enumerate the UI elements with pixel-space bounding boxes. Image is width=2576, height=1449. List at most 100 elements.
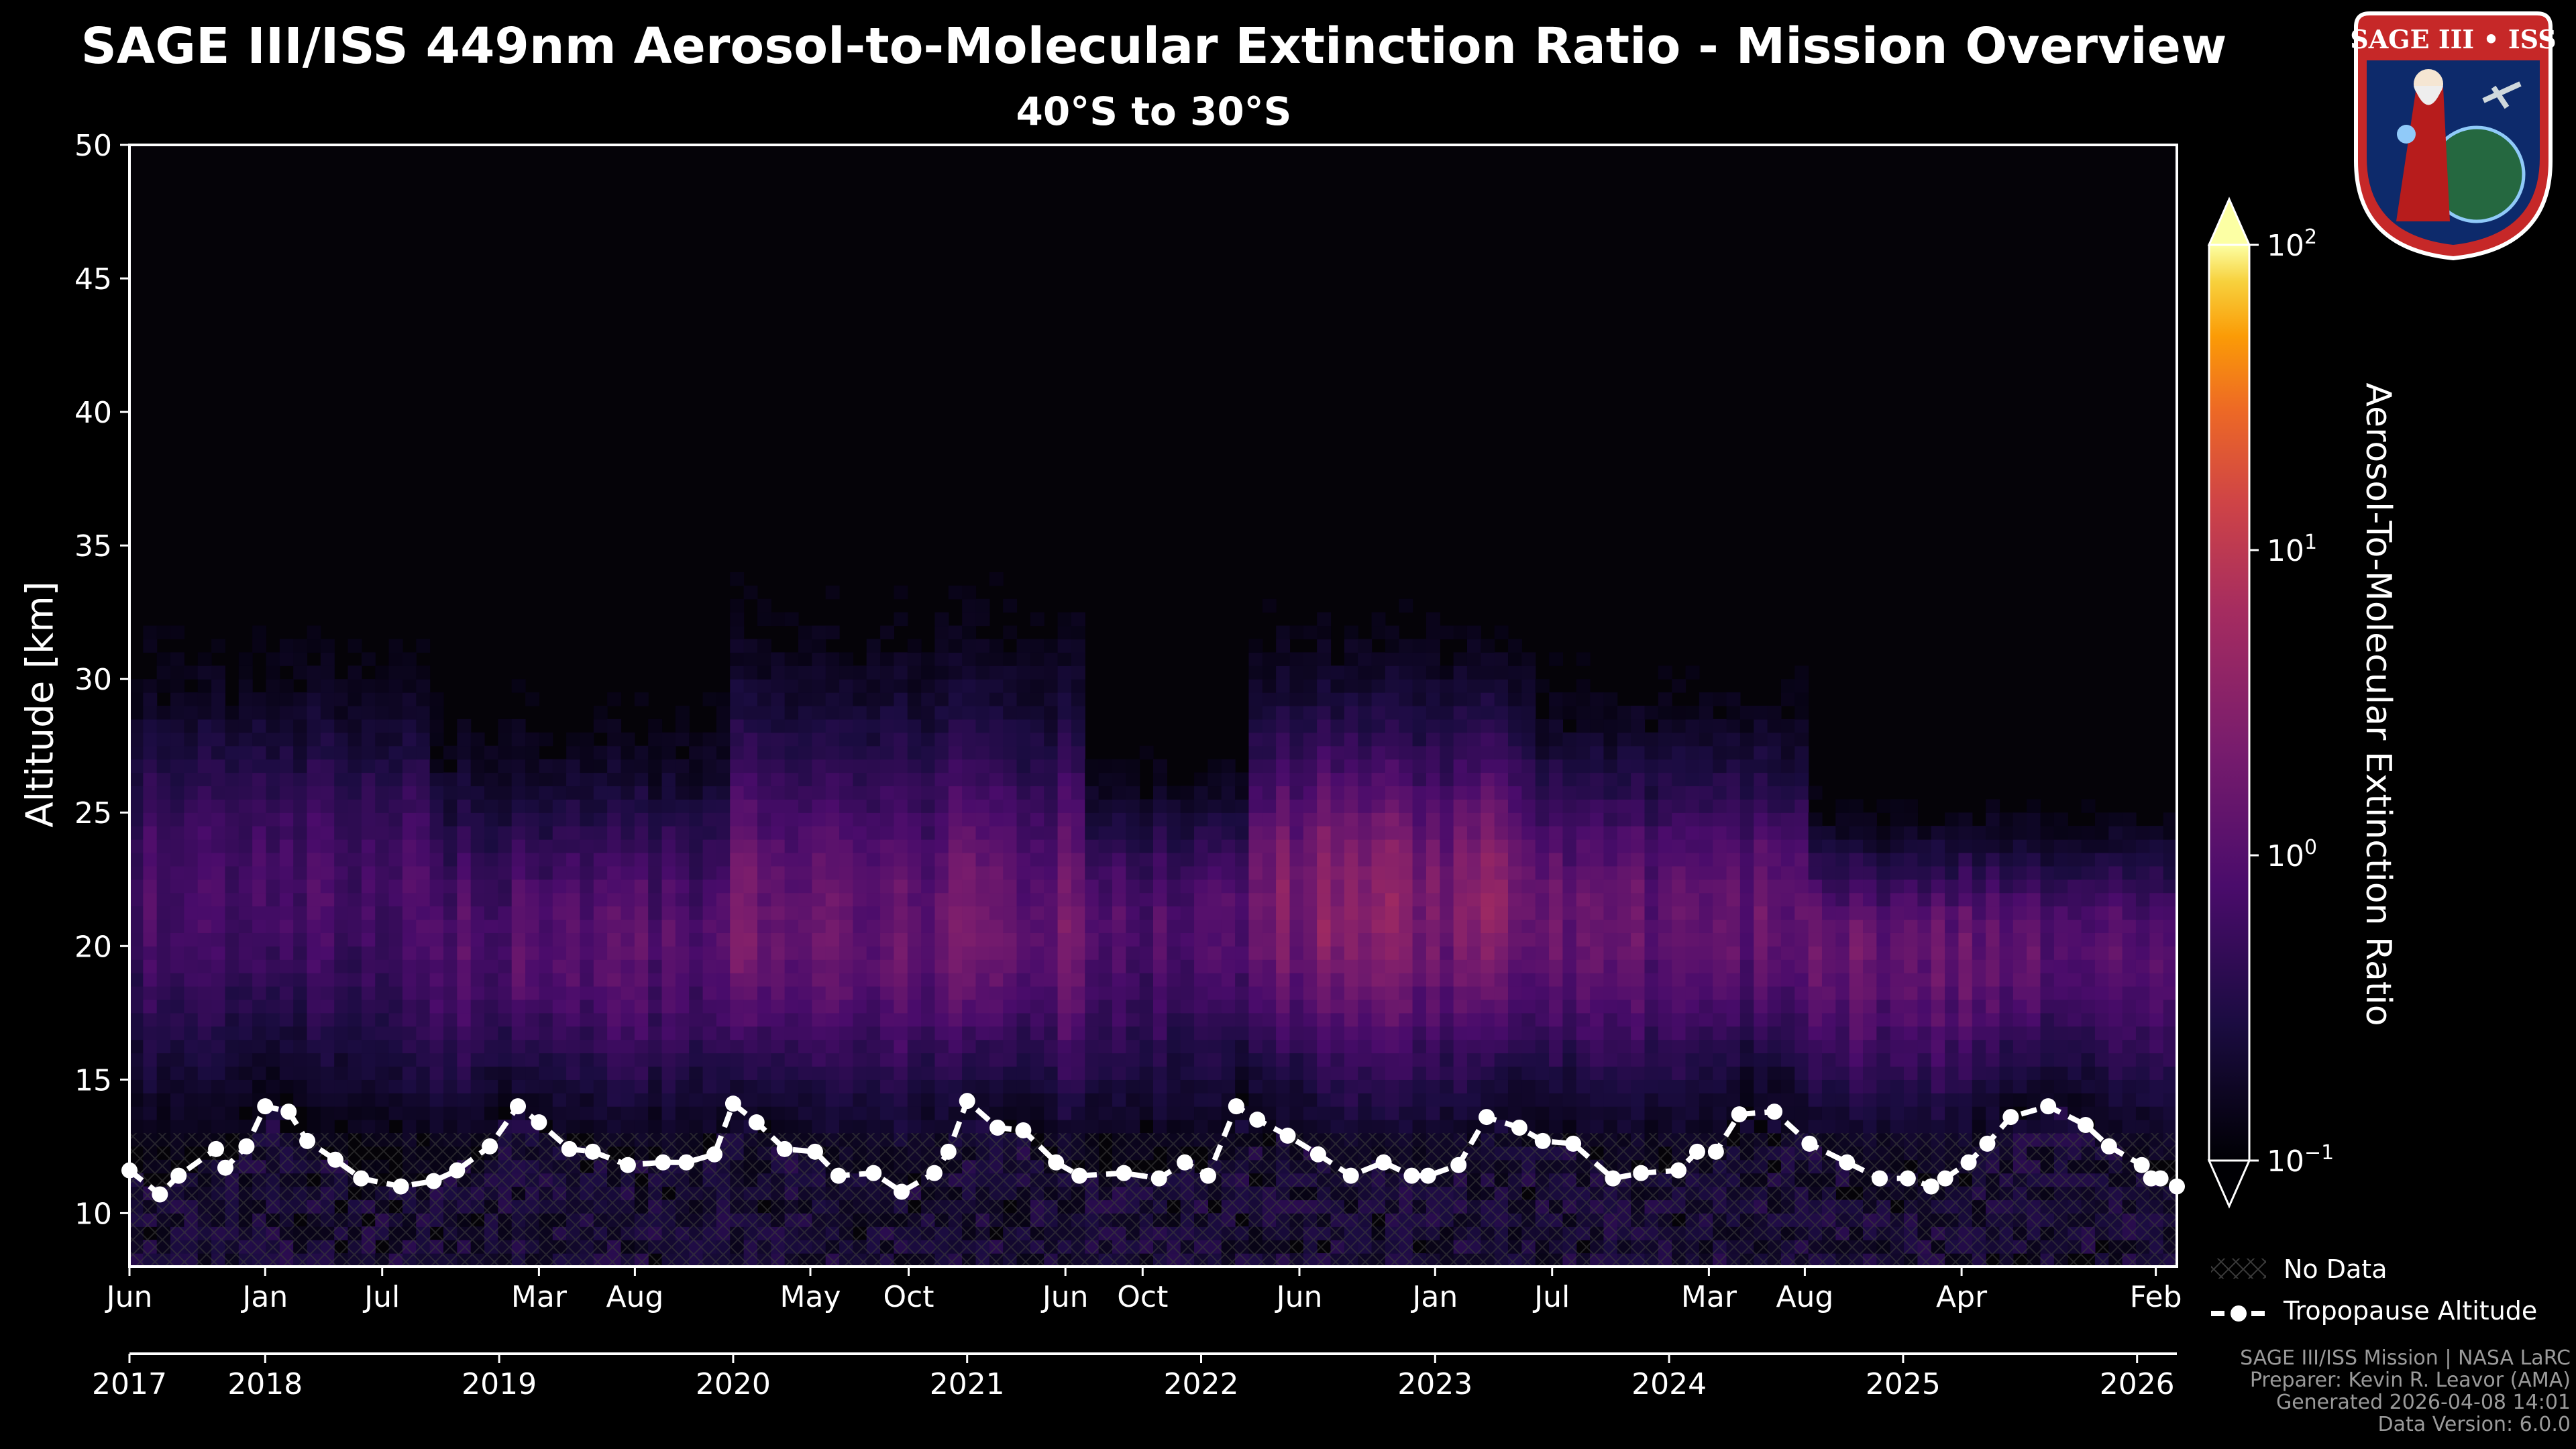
heatmap-cell [1208, 772, 1222, 787]
heatmap-cell [757, 799, 771, 813]
heatmap-cell [1303, 625, 1318, 640]
heatmap-cell [307, 906, 321, 920]
heatmap-cell [1481, 986, 1495, 1000]
heatmap-cell [320, 826, 335, 840]
heatmap-cell [1453, 1026, 1468, 1040]
heatmap-cell [347, 892, 362, 907]
heatmap-cell [1466, 839, 1481, 853]
heatmap-cell [1617, 772, 1631, 787]
heatmap-cell [1303, 1053, 1318, 1067]
heatmap-cell [1466, 786, 1481, 800]
heatmap-cell [197, 692, 212, 706]
heatmap-cell [1317, 865, 1332, 880]
heatmap-cell [934, 1066, 949, 1080]
heatmap-cell [934, 1079, 949, 1093]
heatmap-cell [675, 1066, 690, 1080]
heatmap-cell [457, 919, 472, 933]
heatmap-cell [1235, 1079, 1250, 1093]
heatmap-cell [880, 892, 895, 907]
heatmap-cell [1358, 759, 1373, 773]
heatmap-cell [1317, 1012, 1332, 1027]
heatmap-cell [771, 865, 786, 880]
heatmap-cell [1590, 946, 1605, 960]
heatmap-cell [1248, 1053, 1263, 1067]
heatmap-cell [184, 959, 199, 973]
heatmap-cell [1481, 1079, 1495, 1093]
heatmap-cell [1399, 1053, 1413, 1067]
heatmap-cell [580, 1120, 594, 1134]
heatmap-cell [1631, 812, 1646, 826]
heatmap-cell [170, 973, 184, 987]
heatmap-cell [1057, 986, 1072, 1000]
heatmap-cell [1508, 799, 1522, 813]
heatmap-cell [184, 772, 199, 787]
heatmap-cell [784, 612, 799, 627]
heatmap-cell [416, 906, 431, 920]
heatmap-cell [375, 692, 390, 706]
heatmap-cell [839, 986, 853, 1000]
heatmap-cell [593, 1093, 608, 1107]
heatmap-cell [252, 1079, 267, 1093]
heatmap-cell [566, 1066, 581, 1080]
heatmap-cell [1139, 906, 1154, 920]
heatmap-cell [320, 786, 335, 800]
heatmap-cell [1248, 1066, 1263, 1080]
heatmap-cell [539, 799, 553, 813]
heatmap-cell [1371, 799, 1386, 813]
heatmap-cell [839, 946, 853, 960]
heatmap-cell [1562, 946, 1577, 960]
heatmap-cell [702, 919, 717, 933]
heatmap-cell [1617, 759, 1631, 773]
heatmap-cell [1535, 1053, 1550, 1067]
heatmap-cell [894, 1106, 908, 1120]
heatmap-cell [334, 1053, 349, 1067]
heatmap-cell [429, 932, 444, 947]
heatmap-cell [266, 1026, 280, 1040]
heatmap-cell [1631, 786, 1646, 800]
heatmap-cell [1385, 932, 1399, 947]
heatmap-cell [1508, 1093, 1522, 1107]
heatmap-cell [1494, 865, 1509, 880]
heatmap-cell [866, 879, 881, 894]
heatmap-cell [170, 986, 184, 1000]
heatmap-cell [894, 826, 908, 840]
heatmap-cell [484, 852, 498, 867]
heatmap-cell [989, 826, 1004, 840]
heatmap-cell [757, 612, 771, 627]
heatmap-cell [566, 1012, 581, 1027]
heatmap-cell [1112, 959, 1126, 973]
heatmap-cell [1481, 679, 1495, 693]
heatmap-cell [1262, 1066, 1277, 1080]
heatmap-cell [1262, 799, 1277, 813]
heatmap-cell [634, 1079, 649, 1093]
heatmap-cell [1631, 1039, 1646, 1054]
heatmap-cell [1603, 706, 1618, 720]
heatmap-cell [375, 799, 390, 813]
heatmap-cell [1481, 999, 1495, 1014]
heatmap-cell [1303, 826, 1318, 840]
heatmap-cell [839, 812, 853, 826]
heatmap-cell [1358, 706, 1373, 720]
heatmap-cell [1030, 999, 1044, 1014]
heatmap-cell [580, 892, 594, 907]
heatmap-cell [1330, 1039, 1345, 1054]
heatmap-cell [1003, 826, 1018, 840]
heatmap-cell [1235, 812, 1250, 826]
heatmap-cell [975, 612, 990, 627]
heatmap-cell [429, 946, 444, 960]
heatmap-cell [880, 865, 895, 880]
heatmap-cell [1358, 652, 1373, 666]
heatmap-cell [1016, 1053, 1031, 1067]
heatmap-cell [866, 1106, 881, 1120]
heatmap-cell [525, 1053, 539, 1067]
heatmap-cell [1644, 812, 1659, 826]
heatmap-cell [1358, 1012, 1373, 1027]
heatmap-cell [1262, 906, 1277, 920]
heatmap-cell [894, 973, 908, 987]
heatmap-cell [757, 652, 771, 666]
heatmap-cell [1453, 879, 1468, 894]
heatmap-cell [307, 772, 321, 787]
heatmap-cell [798, 772, 812, 787]
heatmap-cell [1440, 879, 1454, 894]
heatmap-cell [1248, 865, 1263, 880]
